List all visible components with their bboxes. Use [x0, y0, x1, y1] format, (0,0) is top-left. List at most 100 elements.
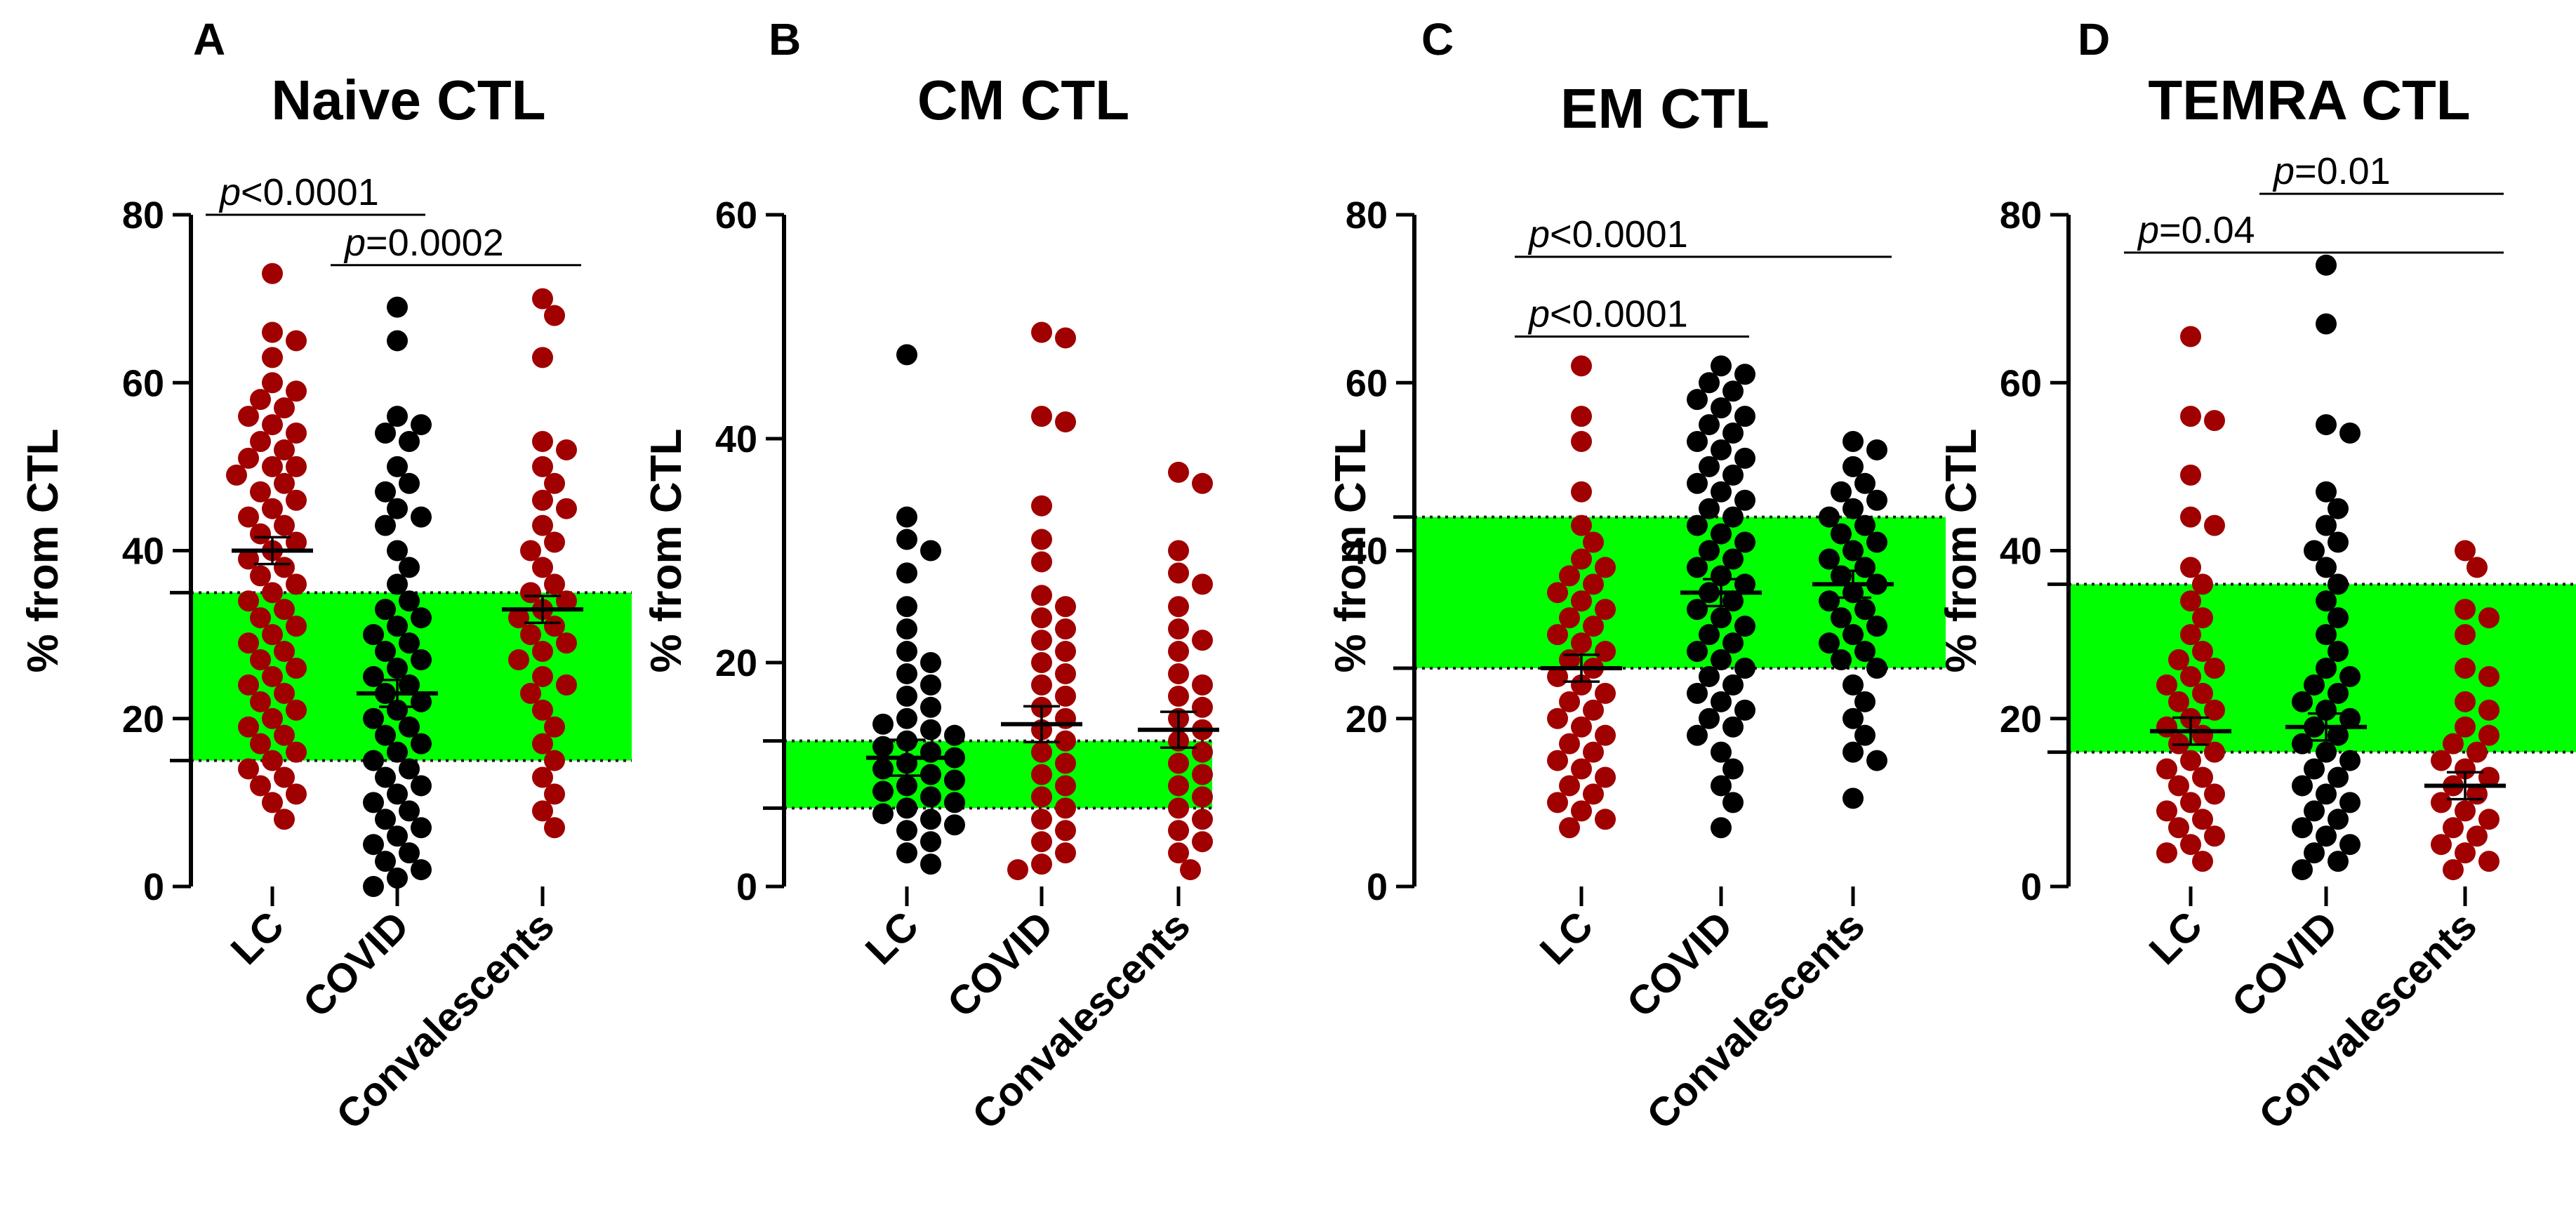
data-point	[238, 674, 259, 696]
data-point	[2168, 649, 2189, 671]
data-point	[363, 707, 384, 729]
data-point	[1192, 764, 1213, 785]
category-label: COVID	[938, 903, 1062, 1026]
data-point	[2180, 792, 2201, 813]
data-point	[399, 557, 420, 578]
data-point	[274, 809, 295, 830]
data-point	[920, 853, 941, 875]
data-point	[508, 649, 529, 671]
data-point	[1711, 649, 1732, 671]
data-point	[2180, 750, 2201, 771]
data-point	[1843, 624, 1864, 646]
data-point	[1687, 724, 1708, 746]
data-point	[2180, 464, 2201, 486]
data-point	[944, 814, 965, 836]
data-point	[2168, 817, 2189, 839]
data-point	[1559, 691, 1580, 712]
data-point	[2455, 624, 2476, 646]
data-point	[1699, 540, 1720, 562]
data-point	[896, 596, 917, 618]
data-point	[896, 663, 917, 684]
y-tick-label: 60	[2000, 362, 2042, 404]
y-axis-label: % from CTL	[1937, 429, 1986, 673]
data-point	[2168, 691, 2189, 712]
data-point	[1854, 599, 1875, 620]
data-point	[2316, 481, 2337, 503]
data-point	[2467, 825, 2488, 847]
data-point	[1168, 820, 1189, 842]
data-point	[274, 682, 295, 704]
data-point	[872, 758, 894, 780]
data-point	[2204, 825, 2225, 847]
data-point	[1711, 439, 1732, 460]
data-point	[1711, 607, 1732, 629]
data-point	[1055, 663, 1076, 684]
data-point	[1711, 355, 1732, 377]
data-point	[2467, 741, 2488, 763]
data-point	[532, 288, 553, 310]
data-point	[2304, 758, 2325, 780]
data-point	[387, 540, 408, 562]
data-point	[1711, 775, 1732, 797]
data-point	[1180, 859, 1201, 881]
data-point	[920, 764, 941, 785]
data-point	[1055, 327, 1076, 349]
y-tick-label: 80	[122, 194, 164, 237]
data-point	[1547, 582, 1568, 604]
data-point	[2304, 842, 2325, 864]
data-point	[1734, 447, 1755, 469]
data-point	[363, 750, 384, 771]
data-point	[896, 618, 917, 640]
data-point	[274, 557, 295, 578]
data-point	[387, 741, 408, 763]
y-tick-label: 20	[122, 698, 164, 740]
data-point	[896, 685, 917, 707]
data-point	[1571, 758, 1592, 780]
data-point	[1722, 423, 1744, 444]
data-point	[1843, 788, 1864, 809]
data-point	[1722, 758, 1744, 780]
data-point	[2339, 834, 2361, 856]
data-point	[520, 682, 541, 704]
data-point	[238, 548, 259, 570]
data-point	[1168, 461, 1189, 483]
data-point	[250, 430, 271, 452]
data-point	[238, 590, 259, 612]
data-point	[1866, 439, 1887, 460]
data-point	[274, 472, 295, 494]
data-point	[2304, 800, 2325, 822]
data-point	[1168, 663, 1189, 684]
data-point	[2328, 682, 2349, 704]
data-point	[375, 514, 396, 536]
series-covid	[1687, 355, 1755, 839]
data-point	[262, 321, 283, 343]
data-point	[2192, 682, 2213, 704]
data-point	[1819, 548, 1840, 570]
data-point	[1866, 657, 1887, 679]
data-point	[556, 439, 577, 460]
data-point	[411, 691, 432, 712]
data-point	[1031, 831, 1052, 853]
data-point	[238, 632, 259, 654]
data-point	[262, 750, 283, 771]
data-point	[920, 696, 941, 718]
data-point	[2292, 691, 2313, 712]
data-point	[1571, 481, 1592, 503]
data-point	[2455, 657, 2476, 679]
series-lc	[226, 263, 307, 830]
data-point	[1734, 531, 1755, 553]
data-point	[1547, 707, 1568, 729]
data-point	[1831, 649, 1852, 671]
data-point	[1687, 641, 1708, 663]
data-point	[387, 657, 408, 679]
data-point	[1168, 685, 1189, 707]
p-value-label: p<0.0001	[1527, 213, 1688, 255]
data-point	[2156, 842, 2177, 864]
data-point	[1571, 355, 1592, 377]
data-point	[1595, 599, 1616, 620]
data-point	[2316, 514, 2337, 536]
data-point	[1583, 783, 1604, 805]
data-point	[1699, 665, 1720, 687]
data-point	[2180, 406, 2201, 427]
panel-title: Naive CTL	[271, 69, 545, 131]
